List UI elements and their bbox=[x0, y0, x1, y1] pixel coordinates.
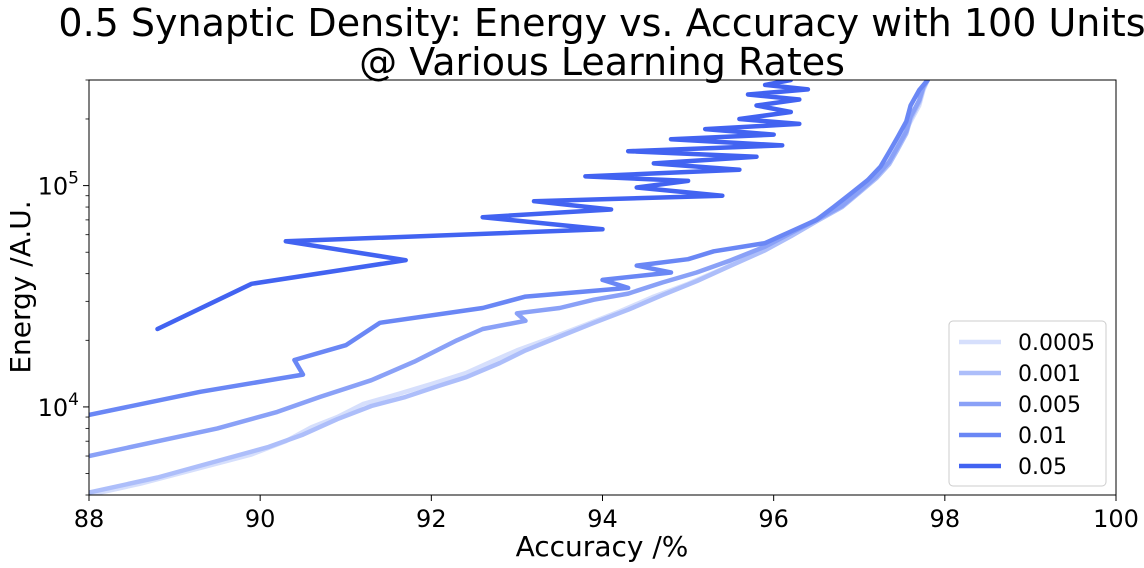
y-tick-label: 104 bbox=[38, 390, 79, 422]
x-tick-label: 100 bbox=[1093, 505, 1139, 533]
legend-box bbox=[948, 320, 1107, 487]
y-tick-label: 105 bbox=[38, 169, 79, 201]
series-line-0.01 bbox=[89, 80, 930, 418]
legend-label-0.0005: 0.0005 bbox=[1018, 331, 1095, 356]
legend-label-0.05: 0.05 bbox=[1018, 455, 1067, 480]
series-line-0.0005 bbox=[89, 80, 930, 495]
legend-label-0.01: 0.01 bbox=[1018, 424, 1067, 449]
y-axis-label: Energy /A.U. bbox=[4, 200, 37, 373]
x-tick-label: 92 bbox=[416, 505, 447, 533]
chart-subtitle: @ Various Learning Rates bbox=[359, 40, 845, 84]
chart-title: 0.5 Synaptic Density: Energy vs. Accurac… bbox=[58, 1, 1144, 45]
series-line-0.05 bbox=[155, 80, 811, 332]
x-tick-label: 98 bbox=[930, 505, 961, 533]
x-axis-ticks: 88 90 92 94 96 98 100 bbox=[74, 495, 1139, 533]
x-tick-label: 94 bbox=[587, 505, 618, 533]
x-tick-label: 90 bbox=[245, 505, 276, 533]
series-lines bbox=[89, 80, 930, 495]
legend-label-0.001: 0.001 bbox=[1018, 362, 1081, 387]
series-line-0.005 bbox=[89, 80, 930, 459]
legend-label-0.005: 0.005 bbox=[1018, 393, 1081, 418]
x-tick-label: 88 bbox=[74, 505, 105, 533]
legend: 0.0005 0.001 0.005 0.01 0.05 bbox=[948, 320, 1107, 487]
x-axis-label: Accuracy /% bbox=[516, 530, 689, 563]
y-axis-ticks: 104 105 bbox=[38, 79, 89, 496]
x-tick-label: 96 bbox=[758, 505, 789, 533]
